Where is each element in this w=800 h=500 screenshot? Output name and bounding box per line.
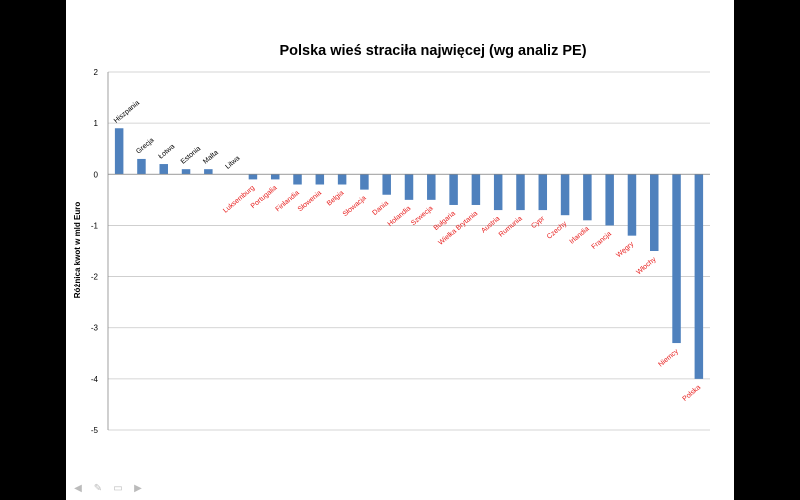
bar	[538, 174, 548, 211]
category-label: Irlandia	[569, 225, 591, 245]
next-icon[interactable]: ▶	[134, 483, 142, 494]
menu-icon[interactable]: ▭	[113, 483, 123, 494]
y-tick-label: -4	[91, 375, 99, 384]
bar	[560, 174, 570, 216]
bar	[248, 174, 258, 180]
category-label: Grecja	[135, 137, 155, 156]
bar	[293, 174, 302, 185]
prev-icon[interactable]: ◀	[74, 483, 82, 494]
bar	[493, 174, 503, 211]
category-label: Włochy	[635, 256, 657, 276]
category-label: Dania	[371, 200, 390, 217]
category-label: Słowacja	[342, 195, 368, 218]
category-label: Wielka Brytania	[437, 210, 479, 247]
bar	[337, 174, 347, 185]
bar	[605, 174, 614, 226]
bar	[137, 158, 146, 175]
bar	[315, 174, 325, 185]
category-label: Francja	[591, 231, 613, 251]
bar	[114, 128, 124, 175]
bar	[181, 169, 191, 175]
bar	[471, 174, 481, 205]
bar	[270, 174, 280, 180]
category-label: Luksemburg	[222, 185, 256, 215]
bar	[627, 174, 637, 236]
slide	[66, 0, 734, 500]
category-label: Holandia	[387, 205, 413, 228]
bars	[114, 128, 704, 379]
bar	[516, 174, 525, 211]
bar	[583, 174, 592, 221]
category-labels: Hiszpania Grecja Łotwa Estonia Malta Litwa Luk…	[113, 100, 702, 403]
y-tick-label: 1	[94, 119, 99, 128]
chart-title: Polska wieś straciła najwięcej (wg anali…	[279, 43, 586, 59]
y-tick-label: -3	[91, 324, 99, 333]
bar	[694, 174, 704, 379]
category-label: Finlandia	[275, 190, 301, 214]
bar	[449, 174, 458, 205]
bar	[650, 174, 659, 251]
slide-controls: ◀ ✎ ▭ ▶	[72, 484, 144, 494]
category-label: Niemcy	[657, 348, 680, 369]
category-label: Słowenia	[297, 190, 323, 214]
bar	[360, 174, 369, 190]
bar	[672, 174, 681, 344]
category-label: Cypr	[530, 215, 546, 230]
category-label: Hiszpania	[113, 100, 141, 125]
category-label: Polska	[682, 384, 703, 403]
y-tick-label: -5	[91, 426, 99, 435]
category-label: Czechy	[546, 220, 569, 241]
bar	[159, 164, 168, 175]
category-label: Szwecja	[410, 205, 435, 227]
bar	[404, 174, 414, 200]
bar	[204, 169, 213, 175]
bar	[382, 174, 391, 195]
category-label: Węgry	[615, 241, 635, 260]
y-tick-labels: 2 1 0 -1 -2 -3 -4 -5	[91, 68, 99, 435]
pen-icon[interactable]: ✎	[93, 483, 103, 494]
category-label: Łotwa	[158, 143, 177, 160]
category-label: Estonia	[180, 145, 202, 165]
bar	[427, 174, 436, 200]
y-axis-label: Różnica kwot w mld Euro	[73, 202, 82, 299]
category-label: Belgia	[326, 190, 345, 208]
category-label: Malta	[202, 149, 220, 165]
y-tick-label: -1	[91, 221, 99, 230]
y-tick-label: 2	[94, 68, 99, 77]
y-tick-label: 0	[94, 170, 99, 179]
category-label: Litwa	[224, 155, 241, 171]
category-label: Rumunia	[498, 215, 524, 238]
y-tick-label: -2	[91, 273, 99, 282]
